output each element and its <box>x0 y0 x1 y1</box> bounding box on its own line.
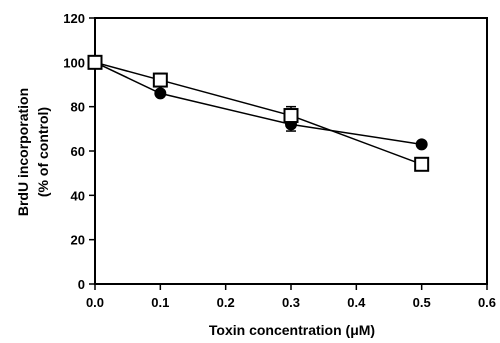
series-2-point <box>414 156 430 172</box>
y-tick-label: 60 <box>71 144 85 159</box>
x-tick-label: 0.6 <box>478 295 496 310</box>
series-1-point <box>415 138 428 151</box>
plot-area: 0.0 0.1 0.2 0.3 0.4 0.5 0.6 0 20 40 60 80 100 120 <box>63 11 496 310</box>
y-tick-label: 80 <box>71 100 85 115</box>
plot-frame <box>94 17 488 285</box>
y-tick-label: 100 <box>63 55 85 70</box>
series-2-line <box>94 61 422 166</box>
series-1-line <box>94 61 422 146</box>
y-axis-title-line-2: (% of control) <box>35 107 51 197</box>
x-tick-label: 0.0 <box>86 295 104 310</box>
y-tick-label: 0 <box>78 277 85 292</box>
x-tick-label: 0.2 <box>217 295 235 310</box>
series-2-point <box>87 54 103 70</box>
x-tick-label: 0.5 <box>413 295 431 310</box>
x-axis-title: Toxin concentration (μM) <box>209 322 375 338</box>
y-axis-title-line-1: BrdU incorporation <box>15 88 31 216</box>
x-tick-label: 0.1 <box>151 295 169 310</box>
series-1-point <box>154 87 167 100</box>
y-tick-label: 120 <box>63 11 85 26</box>
x-tick-label: 0.3 <box>282 295 300 310</box>
series-2-point <box>152 72 168 88</box>
y-tick-label: 20 <box>71 233 85 248</box>
y-tick-label: 40 <box>71 188 85 203</box>
series-2-point <box>283 108 299 124</box>
x-tick-label: 0.4 <box>347 295 366 310</box>
